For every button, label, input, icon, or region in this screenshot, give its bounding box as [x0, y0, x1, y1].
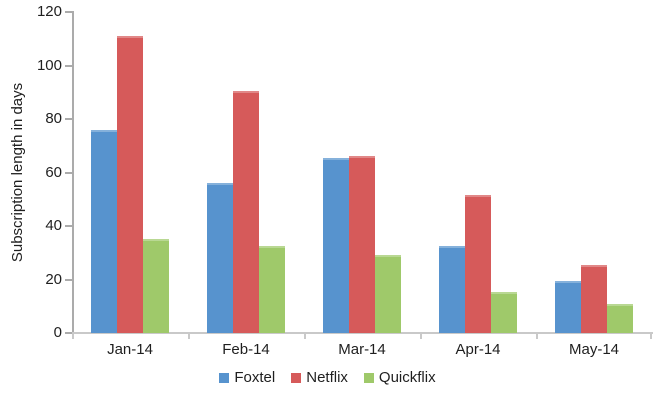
x-tick-mark-1	[188, 332, 190, 339]
bar-group-apr-14	[420, 12, 536, 333]
bar-netflix-apr-14	[465, 195, 491, 333]
bar-foxtel-apr-14	[439, 246, 465, 333]
x-label-jan-14: Jan-14	[107, 341, 153, 358]
x-tick-mark-0	[72, 332, 74, 339]
y-tick-label-60: 60	[45, 163, 62, 181]
bar-netflix-jan-14	[117, 36, 143, 333]
legend-label-quickflix: Quickflix	[378, 369, 436, 386]
y-tick-mark-40	[65, 225, 72, 227]
legend-swatch-netflix	[291, 372, 302, 383]
bar-group-mar-14	[304, 12, 420, 333]
bar-group-feb-14	[188, 12, 304, 333]
x-label-may-14: May-14	[568, 341, 620, 358]
x-label-mar-14: Mar-14	[338, 341, 386, 358]
bar-quickflix-jan-14	[143, 239, 169, 333]
bar-quickflix-may-14	[607, 303, 633, 333]
legend-swatch-foxtel	[219, 372, 230, 383]
bar-group-jan-14	[72, 12, 188, 333]
y-tick-label-100: 100	[36, 56, 62, 74]
x-axis-labels: Jan-14 Feb-14 Mar-14 Apr-14 May-14	[72, 341, 652, 359]
y-tick-mark-80	[65, 118, 72, 120]
bar-foxtel-mar-14	[323, 157, 349, 333]
bar-quickflix-apr-14	[491, 291, 517, 333]
y-tick-label-20: 20	[45, 270, 62, 288]
x-label-apr-14: Apr-14	[455, 341, 501, 358]
y-tick-mark-60	[65, 171, 72, 174]
y-tick-mark-0	[65, 332, 72, 334]
x-axis-line	[72, 332, 653, 334]
x-tick-mark-4	[536, 332, 538, 339]
legend-label-netflix: Netflix	[306, 369, 348, 386]
bar-quickflix-feb-14	[259, 246, 285, 333]
x-tick-mark-5	[650, 332, 652, 339]
bar-netflix-feb-14	[233, 90, 259, 333]
bar-foxtel-may-14	[555, 280, 581, 333]
y-tick-mark-100	[65, 64, 72, 67]
y-tick-mark-20	[65, 278, 72, 281]
bar-netflix-mar-14	[349, 156, 375, 333]
y-tick-label-120: 120	[36, 3, 62, 20]
legend: Foxtel Netflix Quickflix	[0, 369, 655, 386]
y-tick-label-0: 0	[53, 324, 62, 341]
legend-entry-foxtel: Foxtel	[219, 369, 275, 386]
y-axis-line	[72, 11, 74, 333]
legend-label-foxtel: Foxtel	[234, 369, 276, 386]
bar-netflix-may-14	[581, 264, 607, 333]
x-tick-mark-2	[304, 332, 306, 339]
y-tick-mark-120	[65, 11, 72, 13]
legend-entry-quickflix: Quickflix	[363, 369, 436, 386]
bar-foxtel-feb-14	[207, 183, 233, 333]
legend-entry-netflix: Netflix	[291, 369, 348, 386]
legend-swatch-quickflix	[363, 372, 374, 383]
x-tick-mark-3	[420, 332, 422, 339]
y-tick-label-80: 80	[45, 110, 62, 127]
bar-foxtel-jan-14	[91, 129, 117, 333]
x-label-feb-14: Feb-14	[222, 341, 270, 358]
bar-group-may-14	[536, 12, 652, 333]
bar-quickflix-mar-14	[375, 255, 401, 333]
y-tick-label-40: 40	[45, 217, 62, 234]
plot-area	[72, 12, 652, 333]
